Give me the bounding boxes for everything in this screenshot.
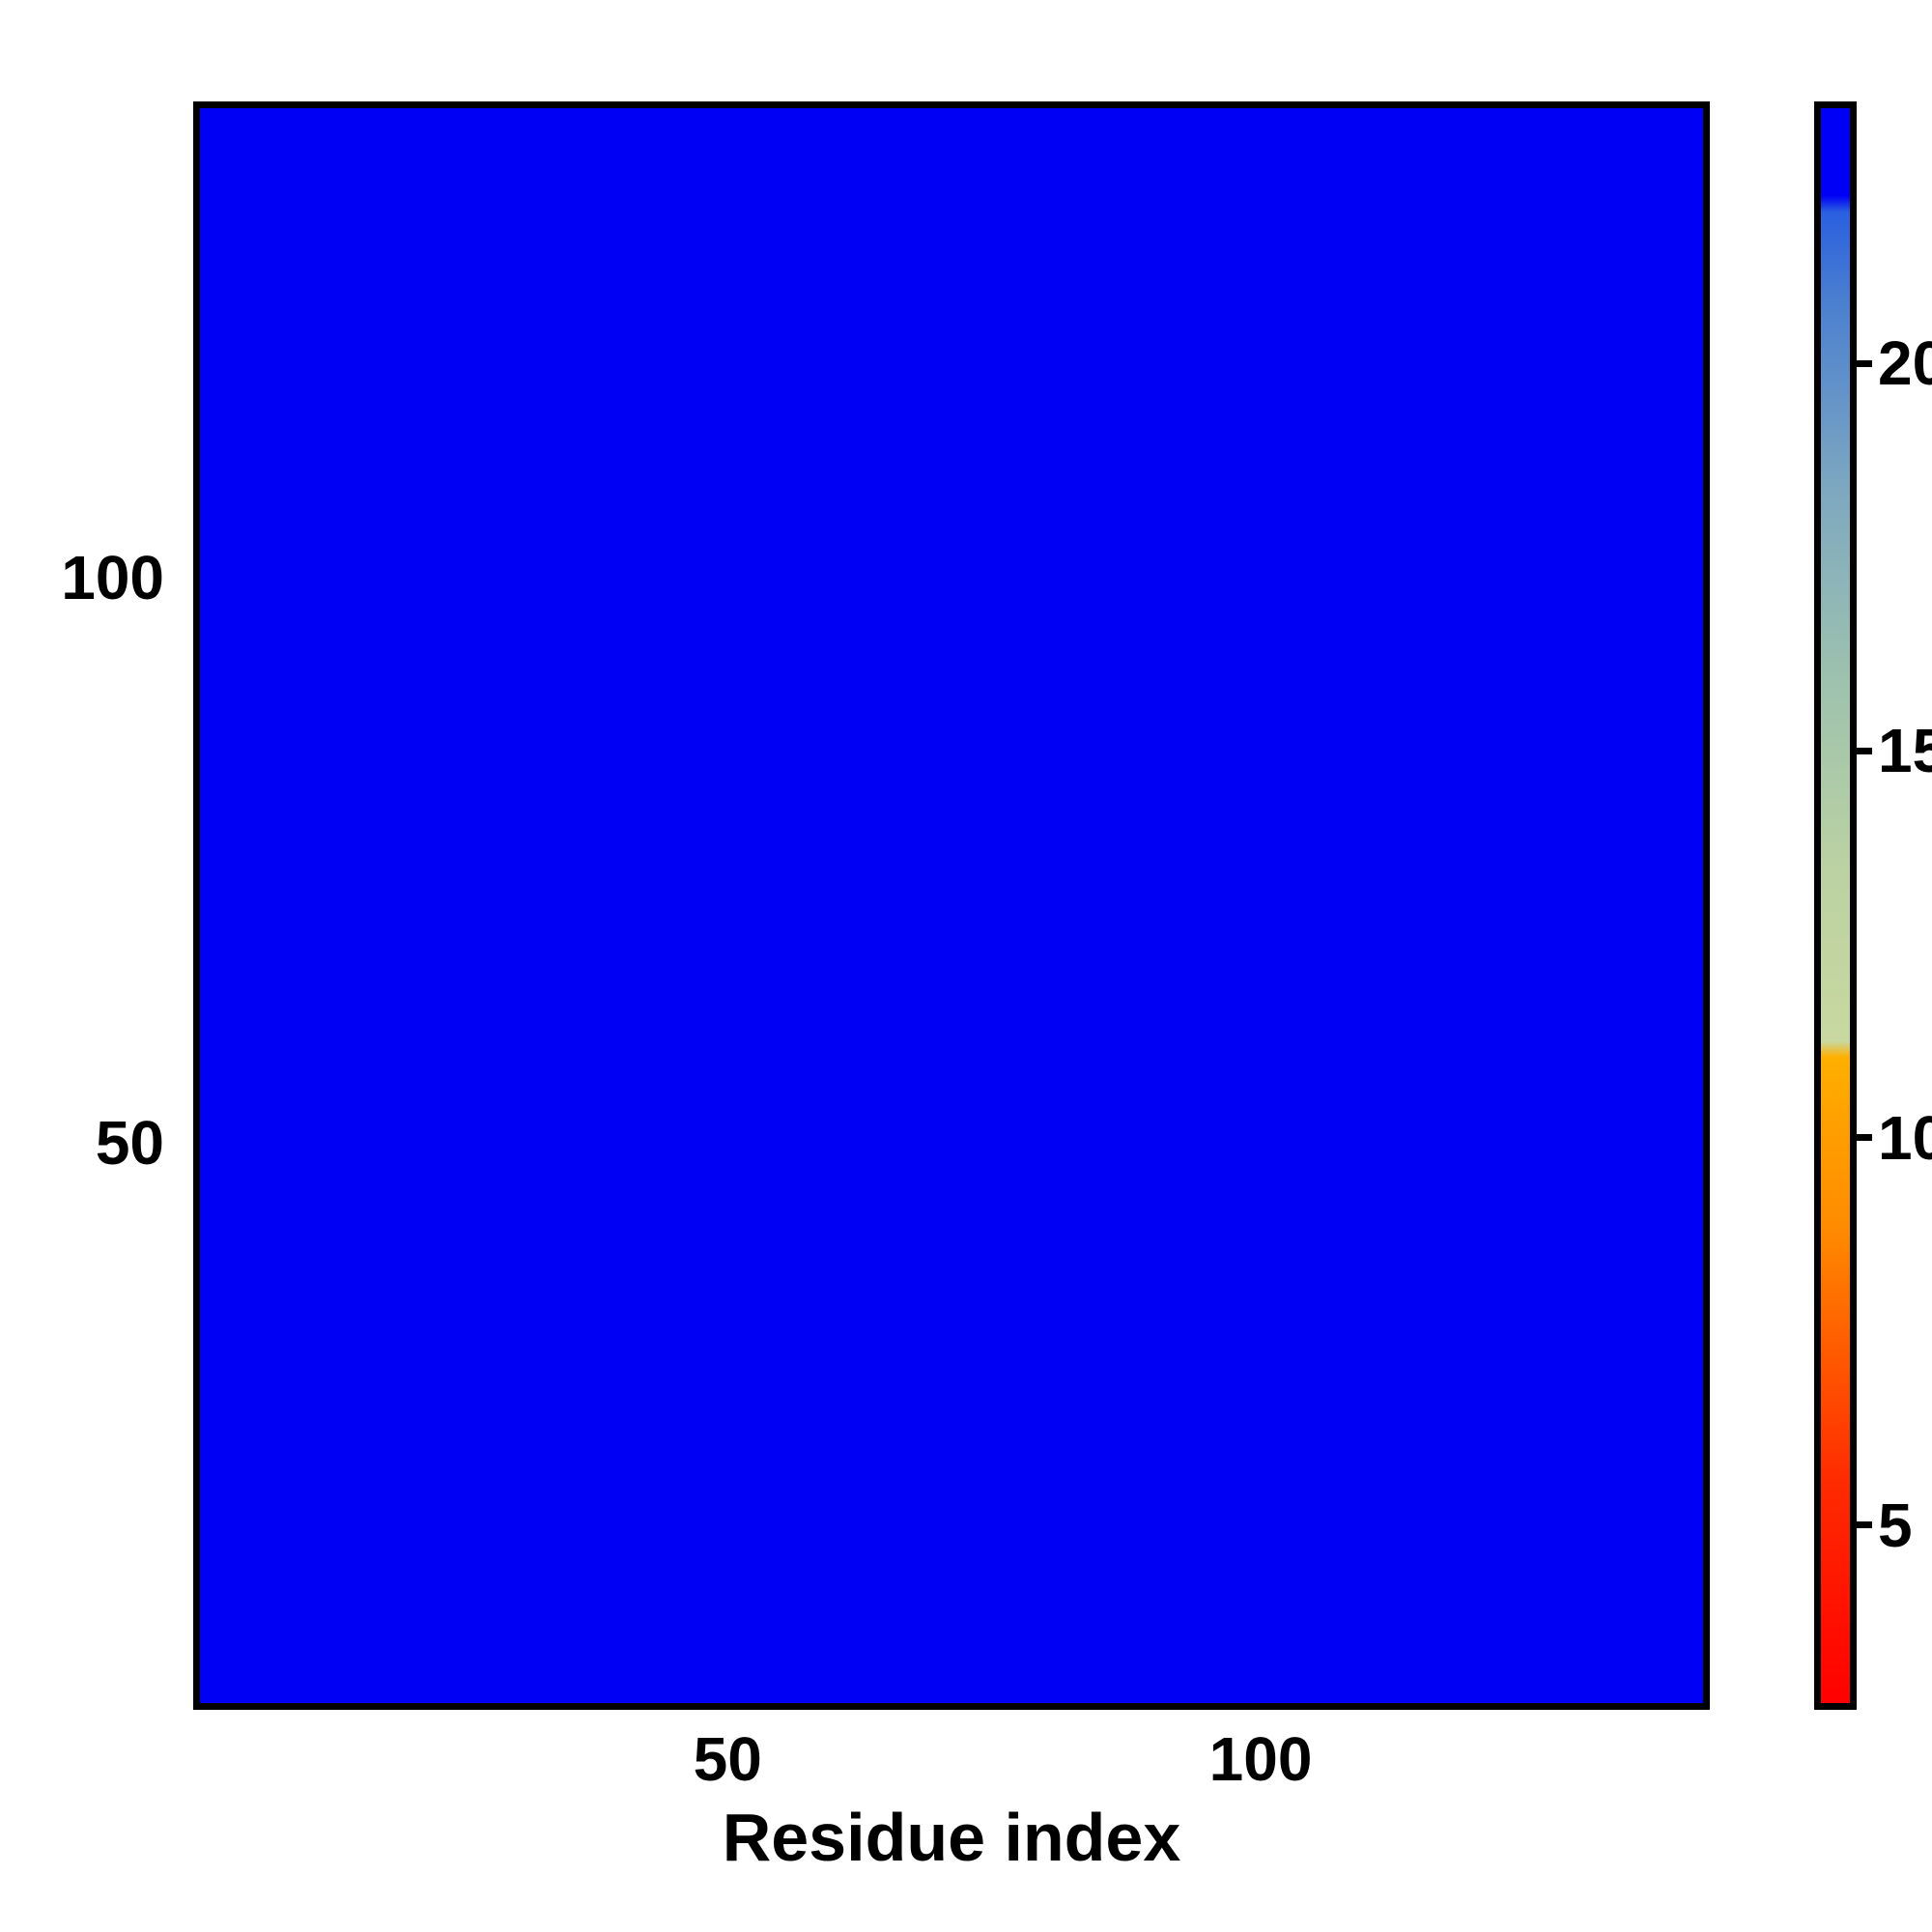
- colorbar: 5 10 15 20: [1814, 101, 1932, 1710]
- x-tick-label-100: 100: [1208, 1724, 1313, 1794]
- x-tick-125: [1523, 101, 1531, 108]
- heatmap-image: [200, 108, 1703, 1703]
- y-tick-125: [193, 291, 200, 298]
- colorbar-tick-label-5: 5: [1878, 1490, 1913, 1560]
- y-tick-label-50: 50: [95, 1108, 164, 1179]
- colorbar-tick-label-15: 15: [1878, 716, 1932, 786]
- x-tick-50: [724, 101, 731, 108]
- y-tick-100: [193, 574, 200, 582]
- y-tick-75: [193, 857, 200, 865]
- x-tick-25: [457, 101, 465, 108]
- colorbar-frame: [1814, 101, 1857, 1710]
- x-tick-75: [990, 101, 998, 108]
- colorbar-tick-10: [1857, 1134, 1872, 1142]
- x-axis-title: Residue index: [722, 1800, 1181, 1875]
- colorbar-tick-label-20: 20: [1878, 328, 1932, 399]
- heatmap-plot-area: [193, 101, 1710, 1710]
- y-tick-25: [193, 1422, 200, 1430]
- y-tick-50: [193, 1139, 200, 1147]
- colorbar-tick-15: [1857, 747, 1872, 754]
- colorbar-tick-label-10: 10: [1878, 1102, 1932, 1173]
- x-tick-label-50: 50: [693, 1724, 762, 1794]
- x-tick-100: [1257, 101, 1264, 108]
- colorbar-gradient: [1821, 108, 1850, 1703]
- y-tick-label-100: 100: [61, 542, 164, 612]
- colorbar-tick-5: [1857, 1521, 1872, 1529]
- colorbar-tick-20: [1857, 359, 1872, 367]
